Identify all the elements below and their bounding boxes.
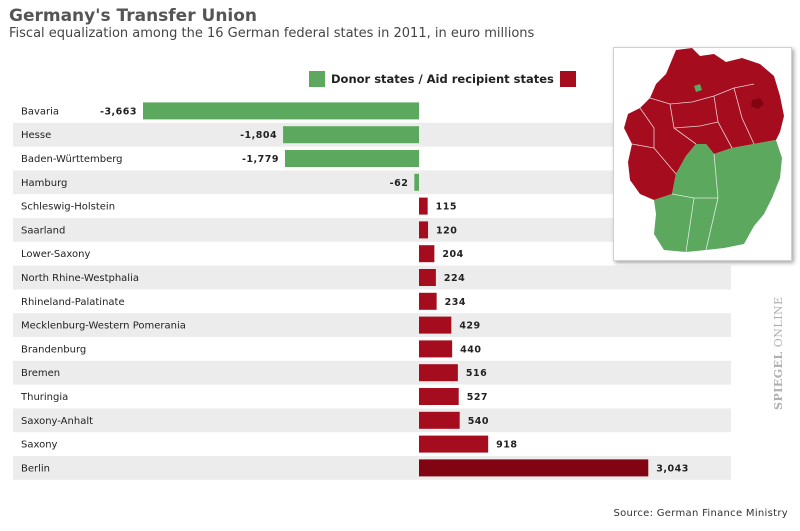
row-band-hamburg — [13, 170, 731, 195]
value-label-hamburg: -62 — [390, 178, 409, 189]
source-note: Source: German Finance Ministry — [613, 508, 788, 519]
category-label-hesse: Hesse — [21, 130, 51, 141]
category-label-thuringia: Thuringia — [20, 392, 68, 403]
row-band-mecklenburg-western-pomerania — [13, 313, 731, 337]
watermark: SPIEGEL ONLINE — [772, 296, 785, 410]
map-region-hamburg — [694, 84, 702, 92]
bar-baden-wurttemberg — [284, 150, 419, 167]
value-label-bavaria: -3,663 — [100, 106, 137, 117]
category-label-saarland: Saarland — [21, 225, 65, 236]
value-label-saarland: 120 — [436, 225, 457, 236]
legend: Donor states / Aid recipient states — [309, 70, 576, 88]
value-label-mecklenburg-western-pomerania: 429 — [459, 321, 480, 332]
bar-hesse — [283, 126, 419, 144]
value-label-brandenburg: 440 — [460, 344, 481, 355]
bar-schleswig-holstein — [419, 197, 428, 215]
bar-rhineland-palatinate — [419, 292, 437, 310]
bar-saxony — [419, 435, 489, 453]
category-label-lower-saxony: Lower-Saxony — [21, 249, 90, 260]
bar-lower-saxony — [419, 245, 435, 263]
category-label-north-rhine-westphalia: North Rhine-Westphalia — [21, 273, 139, 284]
row-band-north-rhine-westphalia — [13, 265, 731, 290]
germany-map-graphic — [624, 48, 784, 253]
value-label-bremen: 516 — [466, 368, 487, 379]
category-label-mecklenburg-western-pomerania: Mecklenburg-Western Pomerania — [21, 321, 186, 332]
bar-saarland — [419, 221, 429, 239]
legend-swatch-recipient — [559, 71, 576, 87]
watermark-regular: ONLINE — [772, 296, 785, 352]
value-label-thuringia: 527 — [467, 392, 488, 403]
row-band-bremen — [13, 360, 731, 385]
category-label-saxony: Saxony — [21, 440, 58, 451]
category-label-baden-wurttemberg: Baden-Württemberg — [21, 154, 123, 165]
category-label-brandenburg: Brandenburg — [21, 344, 86, 355]
value-label-saxony-anhalt: 540 — [468, 416, 489, 427]
bar-mecklenburg-western-pomerania — [419, 316, 452, 334]
value-label-schleswig-holstein: 115 — [436, 202, 457, 213]
bar-saxony-anhalt — [419, 411, 460, 429]
watermark-bold: SPIEGEL — [772, 351, 785, 410]
value-label-saxony: 918 — [496, 440, 517, 451]
bar-brandenburg — [419, 340, 453, 358]
value-label-north-rhine-westphalia: 224 — [444, 273, 465, 284]
value-label-hesse: -1,804 — [240, 130, 277, 141]
category-label-schleswig-holstein: Schleswig-Holstein — [21, 202, 115, 213]
category-label-saxony-anhalt: Saxony-Anhalt — [21, 416, 93, 427]
category-label-rhineland-palatinate: Rhineland-Palatinate — [21, 297, 125, 308]
chart-subtitle: Fiscal equalization among the 16 German … — [9, 26, 535, 41]
map-state-borders — [631, 83, 755, 253]
bar-north-rhine-westphalia — [419, 269, 436, 286]
map-region-berlin — [751, 98, 764, 109]
category-label-hamburg: Hamburg — [21, 178, 67, 189]
value-label-lower-saxony: 204 — [442, 249, 463, 260]
bar-hamburg — [414, 173, 419, 191]
value-label-berlin: 3,043 — [656, 463, 689, 474]
row-band-saarland — [13, 218, 731, 242]
bar-berlin — [419, 459, 649, 477]
row-band-saxony-anhalt — [13, 408, 731, 433]
germany-map — [613, 47, 792, 261]
category-label-bremen: Bremen — [21, 368, 60, 379]
bar-bavaria — [143, 102, 419, 120]
bar-thuringia — [419, 388, 459, 405]
bar-bremen — [419, 364, 458, 382]
legend-label: Donor states / Aid recipient states — [331, 72, 554, 86]
category-label-bavaria: Bavaria — [21, 106, 59, 117]
value-label-rhineland-palatinate: 234 — [445, 297, 466, 308]
legend-swatch-donor — [309, 71, 325, 87]
value-label-baden-wurttemberg: -1,779 — [242, 154, 279, 165]
category-label-berlin: Berlin — [21, 463, 50, 474]
chart-title: Germany's Transfer Union — [9, 6, 258, 26]
